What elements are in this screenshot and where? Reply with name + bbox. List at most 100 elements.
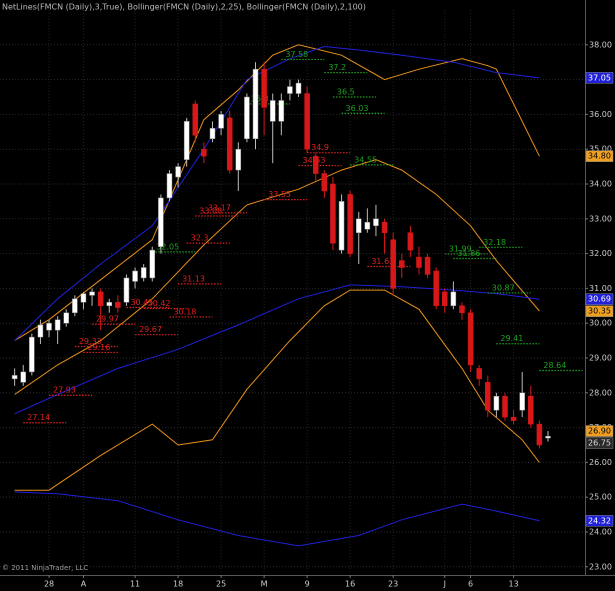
candle-body [278, 100, 285, 122]
y-tick-label: 24.00 [589, 527, 612, 536]
price-tag-label: 37.05 [588, 73, 611, 82]
level-label: 30.18 [173, 307, 196, 316]
candle-body [467, 312, 474, 366]
level-label: 33.08 [199, 207, 222, 216]
candle-body [106, 302, 113, 307]
x-tick-label: 6 [468, 580, 473, 589]
price-tag-label: 30.35 [588, 307, 611, 316]
candle-body [424, 256, 431, 275]
level-label: 36.5 [337, 87, 355, 96]
candle-body [132, 270, 138, 282]
candle-body [295, 82, 302, 94]
chart-title: NetLines(FMCN (Daily),3,True), Bollinger… [2, 3, 366, 12]
price-tag-label: 34.80 [588, 152, 611, 161]
y-tick-label: 26.00 [589, 458, 612, 467]
candle-body [89, 291, 95, 296]
y-tick-label: 31.00 [589, 284, 612, 293]
price-tag-label: 24.32 [588, 516, 611, 525]
candle-body [175, 166, 181, 178]
candle-body [123, 277, 130, 303]
candle-body [338, 201, 345, 251]
price-tag-label: 26.90 [588, 427, 611, 436]
y-tick-label: 25.00 [589, 493, 612, 502]
y-tick-label: 34.00 [589, 179, 612, 188]
candle-body [433, 270, 439, 307]
band-line [14, 44, 540, 342]
level-label: 27.14 [27, 413, 50, 422]
candle-body [519, 392, 525, 411]
y-tick-label: 30.00 [589, 319, 612, 328]
price-tag [585, 72, 614, 84]
candle-body [166, 173, 173, 199]
candle-body [63, 312, 69, 324]
price-tag-label: 26.75 [588, 439, 611, 448]
candle-body [528, 396, 534, 425]
level-label: 31.63 [371, 257, 394, 266]
band-line [14, 289, 540, 491]
candle-body [20, 371, 26, 383]
x-tick-label: 11 [130, 580, 140, 589]
y-tick-label: 33.00 [589, 214, 612, 223]
candle-body [192, 103, 199, 136]
y-tick-label: 32.00 [589, 249, 612, 258]
y-tick-label: 36.00 [589, 110, 612, 119]
candle-body [269, 100, 276, 122]
candle-body [545, 436, 551, 439]
band-line [14, 45, 540, 341]
x-tick-label: 23 [388, 580, 398, 589]
x-tick-label: M [261, 580, 268, 589]
price-tag [585, 437, 614, 449]
candle-body [80, 293, 87, 303]
x-tick-label: 13 [509, 580, 519, 589]
candle-body [381, 222, 388, 233]
candle-body [304, 93, 310, 150]
candle-body [373, 218, 379, 227]
candle-body [226, 117, 233, 171]
candle-body [37, 324, 44, 338]
candle-body [140, 267, 147, 279]
price-tag [585, 293, 614, 305]
x-tick-label: 28 [44, 580, 54, 589]
level-label: 31.86 [457, 249, 480, 258]
candle-body [261, 68, 267, 108]
price-tag [585, 150, 614, 162]
level-label: 34.55 [354, 155, 377, 164]
price-tag [585, 305, 614, 317]
level-label: 29.33 [79, 337, 102, 346]
level-label: 32.18 [483, 238, 506, 247]
band-line [14, 159, 540, 395]
candle-body [407, 232, 414, 251]
y-tick-label: 28.00 [589, 388, 612, 397]
price-tag [585, 515, 614, 527]
candle-body [72, 298, 78, 313]
level-label: 30.45 [130, 298, 153, 307]
candle-body [115, 302, 121, 308]
level-label: 36.3 [251, 94, 269, 103]
level-label: 29.67 [139, 325, 162, 334]
candle-body [442, 291, 448, 307]
x-tick-label: 9 [305, 580, 310, 589]
x-tick-label: 25 [216, 580, 226, 589]
candle-body [252, 68, 259, 140]
level-label: 30.42 [148, 299, 171, 308]
band-line [14, 284, 540, 415]
candle-body [235, 148, 242, 171]
y-tick-label: 35.00 [589, 145, 612, 154]
level-label: 29.16 [87, 343, 110, 352]
level-label: 30.87 [492, 283, 515, 292]
level-label: 31.99 [449, 244, 472, 253]
level-label: 29.41 [500, 334, 523, 343]
y-tick-label: 38.00 [589, 40, 612, 49]
x-tick-label: 16 [345, 580, 355, 589]
candle-body [536, 423, 543, 446]
band-line [14, 491, 540, 547]
candle-body [347, 194, 353, 254]
candle-body [493, 396, 500, 411]
candle-body [450, 291, 457, 307]
price-tag [585, 425, 614, 437]
x-tick-label: 18 [173, 580, 183, 589]
candle-body [158, 197, 164, 247]
candle-body [183, 121, 190, 160]
level-label: 37.2 [328, 63, 346, 72]
